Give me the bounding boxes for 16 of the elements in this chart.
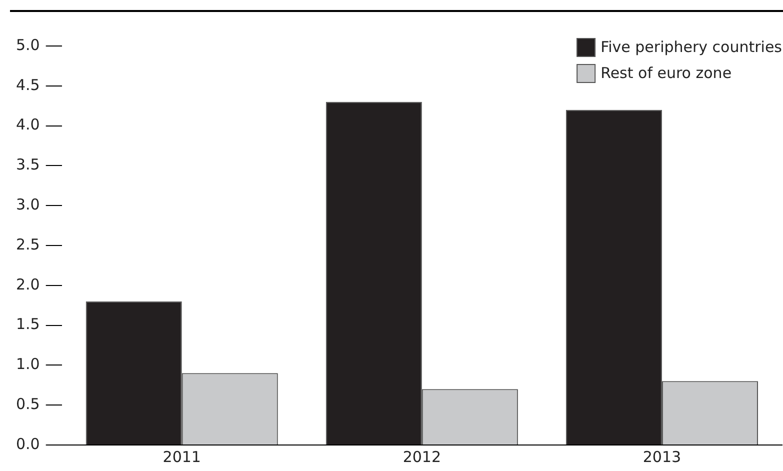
y-tick-label: 1.5 xyxy=(16,315,40,334)
y-tick-label: 3.0 xyxy=(16,195,40,214)
y-tick-label: 1.0 xyxy=(16,355,40,374)
y-tick-label: 4.5 xyxy=(16,76,40,94)
y-tick-label: 5.0 xyxy=(16,36,40,54)
y-tick-label: 2.5 xyxy=(16,235,40,254)
legend-label: Five periphery countries xyxy=(600,38,782,56)
y-tick-label: 0.0 xyxy=(16,434,40,453)
x-tick-label: 2012 xyxy=(402,448,442,466)
y-tick-label: 3.5 xyxy=(16,156,40,174)
y-tick-label: 4.0 xyxy=(16,116,40,134)
y-tick-label: 0.5 xyxy=(16,394,40,413)
x-tick-label: 2013 xyxy=(642,448,682,466)
x-tick-label: 2011 xyxy=(162,448,201,466)
y-tick-label: 2.0 xyxy=(16,275,40,294)
legend-label: Rest of euro zone xyxy=(600,64,732,82)
